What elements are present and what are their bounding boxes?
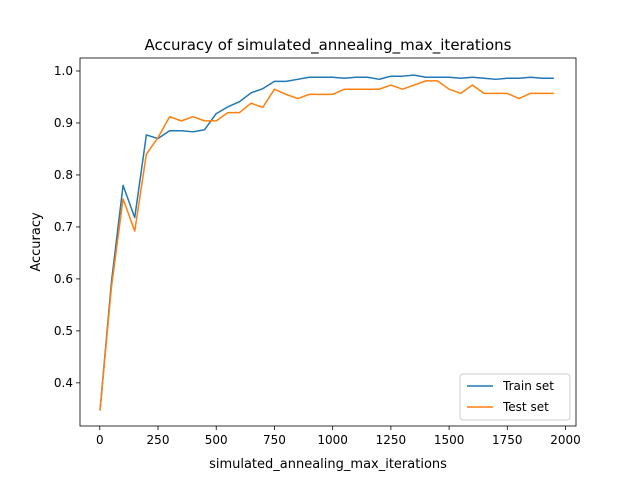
y-tick-label: 1.0	[54, 64, 73, 78]
x-tick-label: 0	[96, 433, 104, 447]
x-tick-label: 1250	[376, 433, 407, 447]
x-axis-label: simulated_annealing_max_iterations	[209, 457, 447, 472]
legend-label-test: Test set	[502, 400, 549, 414]
plot-frame	[79, 57, 577, 427]
chart-title: Accuracy of simulated_annealing_max_iter…	[145, 36, 512, 55]
y-tick-label: 0.5	[54, 324, 73, 338]
train-set-line	[99, 74, 554, 411]
legend: Train set Test set	[459, 373, 571, 421]
x-tick-label: 1000	[317, 433, 348, 447]
axis-ticks: 0 250 500 750 1000 1250 1500 1750 2000 0.4 0.5 0.6 0…	[54, 64, 581, 447]
plot-area	[80, 58, 576, 426]
series-lines	[99, 74, 554, 411]
y-tick-label: 0.6	[54, 272, 73, 286]
y-tick-label: 0.8	[54, 168, 73, 182]
x-tick-label: 250	[147, 433, 170, 447]
x-tick-label: 1750	[492, 433, 523, 447]
y-tick-label: 0.4	[54, 376, 73, 390]
y-axis-label: Accuracy	[29, 212, 44, 272]
y-tick-label: 0.7	[54, 220, 73, 234]
legend-label-train: Train set	[502, 379, 554, 393]
x-tick-label: 1500	[434, 433, 465, 447]
test-set-line	[99, 80, 554, 411]
x-tick-label: 750	[263, 433, 286, 447]
y-tick-label: 0.9	[54, 116, 73, 130]
x-tick-label: 500	[205, 433, 228, 447]
x-tick-label: 2000	[550, 433, 581, 447]
